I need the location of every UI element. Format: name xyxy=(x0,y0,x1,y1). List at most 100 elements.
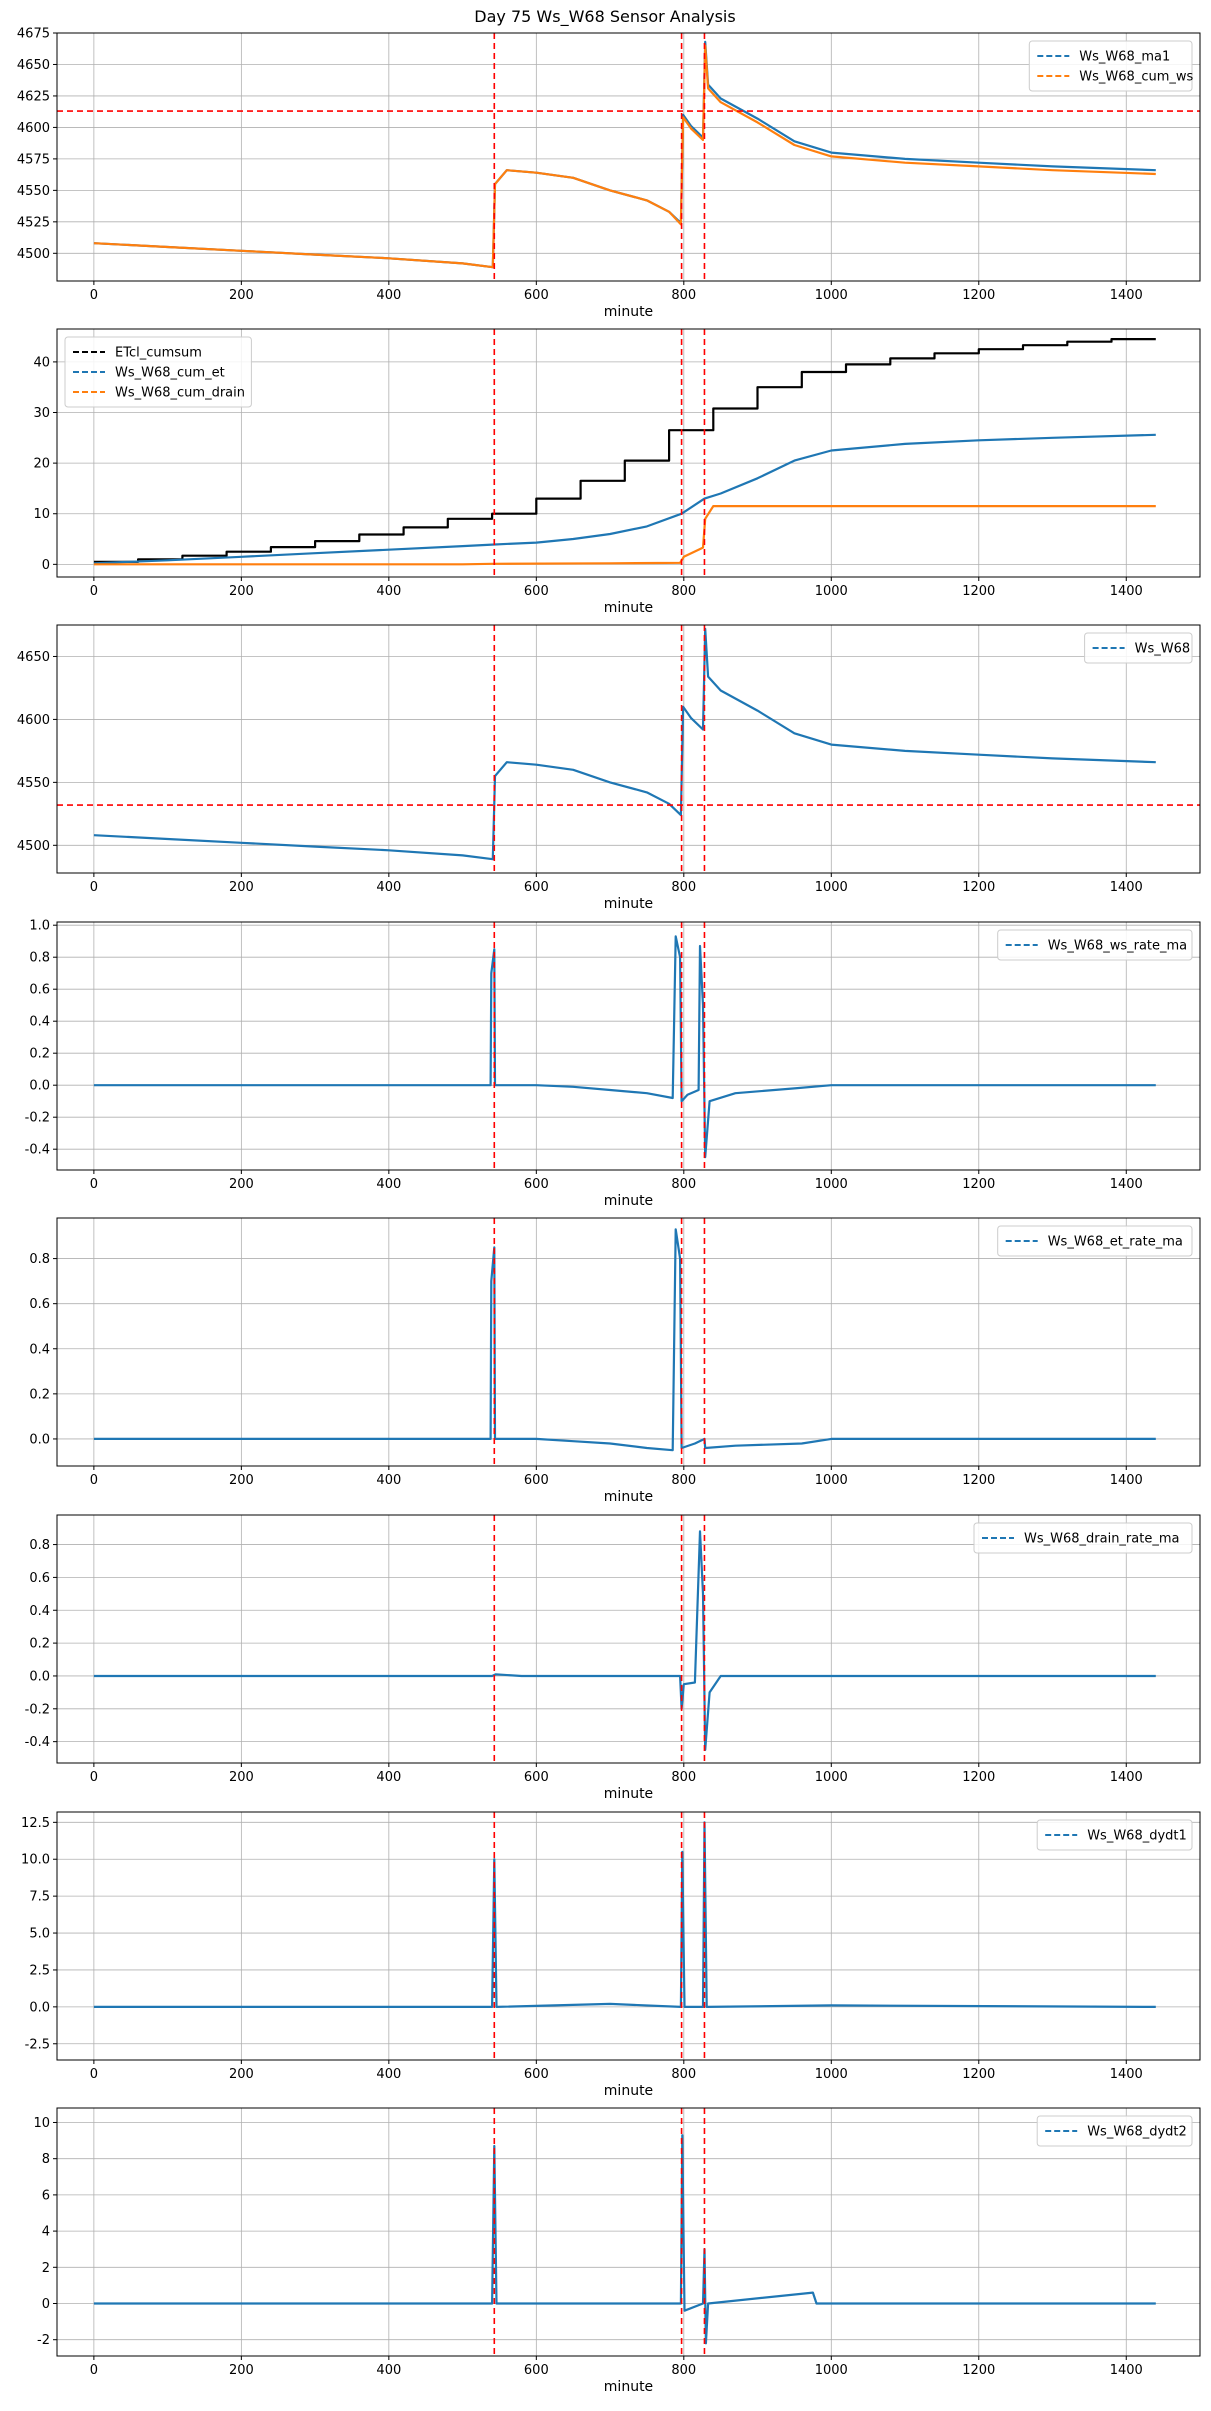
legend: Ws_W68_et_rate_ma xyxy=(997,1225,1193,1257)
x-tick-label: 800 xyxy=(671,288,696,303)
x-tick-label: 1200 xyxy=(962,584,995,599)
x-tick-label: 400 xyxy=(376,2067,401,2082)
y-tick-label: -2.5 xyxy=(25,2037,50,2052)
legend: Ws_W68_ws_rate_ma xyxy=(997,929,1193,961)
subplot-p7: 0 200 400 600 800 1000 1200 1400 -2.5 0.0 2.5 5.0 7.… xyxy=(21,1811,1201,2099)
y-tick-label: 0.8 xyxy=(29,951,50,966)
chart-title: Day 75 Ws_W68 Sensor Analysis xyxy=(474,7,735,27)
x-tick-label: 200 xyxy=(229,288,254,303)
x-tick-label: 1400 xyxy=(1110,2363,1143,2378)
x-tick-label: 1000 xyxy=(815,880,848,895)
series-line-Ws_W68_drain_rate_ma xyxy=(93,1530,1156,1751)
axes-frame xyxy=(56,1217,1201,1467)
x-tick-label: 200 xyxy=(229,584,254,599)
x-tick-label: 200 xyxy=(229,2363,254,2378)
x-tick-label: 400 xyxy=(376,1473,401,1488)
x-tick-label: 1200 xyxy=(962,1177,995,1192)
series-line-ETcl_cumsum xyxy=(93,338,1156,563)
series-group xyxy=(93,329,1156,577)
x-axis-label: minute xyxy=(604,600,653,616)
axes-frame xyxy=(56,32,1201,282)
x-tick-label: 600 xyxy=(524,1177,549,1192)
x-tick-label: 800 xyxy=(671,1770,696,1785)
x-tick-label: 1000 xyxy=(815,2067,848,2082)
axes-frame xyxy=(56,1514,1201,1764)
x-tick-label: 1000 xyxy=(815,1177,848,1192)
series-line-Ws_W68_ma1 xyxy=(93,40,1156,269)
axes-frame xyxy=(56,1811,1201,2061)
subplot-p3: 0 200 400 600 800 1000 1200 1400 4500 4550 4600 465… xyxy=(17,624,1201,912)
legend-box xyxy=(1084,632,1193,664)
y-tick-label: 4600 xyxy=(17,713,50,728)
y-tick-label: 0.0 xyxy=(29,1432,50,1447)
x-axis-label: minute xyxy=(604,2379,653,2395)
x-tick-label: 400 xyxy=(376,1177,401,1192)
y-tick-label: 4600 xyxy=(17,121,50,136)
legend-label: Ws_W68 xyxy=(1135,642,1191,657)
legend: Ws_W68_dydt2 xyxy=(1036,2115,1193,2147)
legend: Ws_W68_ma1 Ws_W68_cum_ws xyxy=(1028,40,1194,92)
series-line-Ws_W68_ws_rate_ma xyxy=(93,935,1156,1159)
series-line-Ws_W68_cum_ws xyxy=(93,44,1156,269)
series-group xyxy=(93,1218,1156,1466)
series-group xyxy=(57,625,1200,873)
y-tick-label: 0.2 xyxy=(29,1637,50,1652)
y-tick-label: 4 xyxy=(42,2225,50,2240)
legend-box xyxy=(64,336,252,408)
x-tick-label: 0 xyxy=(90,1473,98,1488)
y-tick-label: 4675 xyxy=(17,27,50,42)
x-tick-label: 400 xyxy=(376,584,401,599)
series-line-Ws_W68_et_rate_ma xyxy=(93,1228,1156,1452)
legend: ETcl_cumsum Ws_W68_cum_et Ws_W68_cum_drain xyxy=(64,336,252,408)
legend: Ws_W68_dydt1 xyxy=(1036,1819,1193,1851)
y-tick-label: 0.8 xyxy=(29,1538,50,1553)
x-tick-label: 600 xyxy=(524,2363,549,2378)
y-tick-label: 7.5 xyxy=(29,1890,50,1905)
y-tick-label: 0.4 xyxy=(29,1604,50,1619)
x-tick-label: 1200 xyxy=(962,880,995,895)
x-tick-label: 1200 xyxy=(962,1473,995,1488)
x-tick-label: 0 xyxy=(90,880,98,895)
series-line-Ws_W68 xyxy=(93,627,1156,861)
y-tick-label: 1.0 xyxy=(29,919,50,934)
x-tick-label: 600 xyxy=(524,584,549,599)
x-tick-label: 1200 xyxy=(962,2363,995,2378)
x-tick-label: 800 xyxy=(671,880,696,895)
y-tick-label: 0.0 xyxy=(29,1669,50,1684)
x-tick-label: 1200 xyxy=(962,288,995,303)
x-tick-label: 1000 xyxy=(815,2363,848,2378)
y-tick-label: 6 xyxy=(42,2188,50,2203)
y-tick-label: 4650 xyxy=(17,58,50,73)
x-tick-label: 0 xyxy=(90,2067,98,2082)
x-tick-label: 1000 xyxy=(815,288,848,303)
x-axis-label: minute xyxy=(604,2083,653,2099)
x-tick-label: 800 xyxy=(671,2363,696,2378)
x-tick-label: 1400 xyxy=(1110,584,1143,599)
y-tick-label: 4500 xyxy=(17,247,50,262)
series-group xyxy=(93,2108,1156,2356)
y-tick-label: 0.6 xyxy=(29,983,50,998)
series-line-Ws_W68_dydt2 xyxy=(93,2134,1156,2345)
subplot-p5: 0 200 400 600 800 1000 1200 1400 0.0 0.2 0.4 0.6 0.8… xyxy=(29,1217,1201,1505)
y-tick-label: 10 xyxy=(33,507,50,522)
legend-label: Ws_W68_cum_et xyxy=(115,366,225,381)
legend-label: Ws_W68_cum_drain xyxy=(115,386,245,401)
y-tick-label: 0.2 xyxy=(29,1387,50,1402)
y-tick-label: 0.4 xyxy=(29,1342,50,1357)
x-tick-label: 200 xyxy=(229,1770,254,1785)
legend-box xyxy=(997,1225,1193,1257)
y-tick-label: 0.4 xyxy=(29,1015,50,1030)
y-tick-label: -0.2 xyxy=(25,1702,50,1717)
x-tick-label: 1400 xyxy=(1110,1177,1143,1192)
x-tick-label: 200 xyxy=(229,1473,254,1488)
series-line-Ws_W68_cum_et xyxy=(93,433,1156,565)
y-tick-label: 2.5 xyxy=(29,1963,50,1978)
legend-label: Ws_W68_cum_ws xyxy=(1079,70,1193,85)
x-tick-label: 600 xyxy=(524,1770,549,1785)
x-tick-label: 400 xyxy=(376,1770,401,1785)
x-tick-label: 800 xyxy=(671,584,696,599)
axes-frame xyxy=(56,2107,1201,2357)
legend-label: Ws_W68_et_rate_ma xyxy=(1048,1235,1183,1250)
x-tick-label: 600 xyxy=(524,1473,549,1488)
legend-box xyxy=(973,1522,1193,1554)
